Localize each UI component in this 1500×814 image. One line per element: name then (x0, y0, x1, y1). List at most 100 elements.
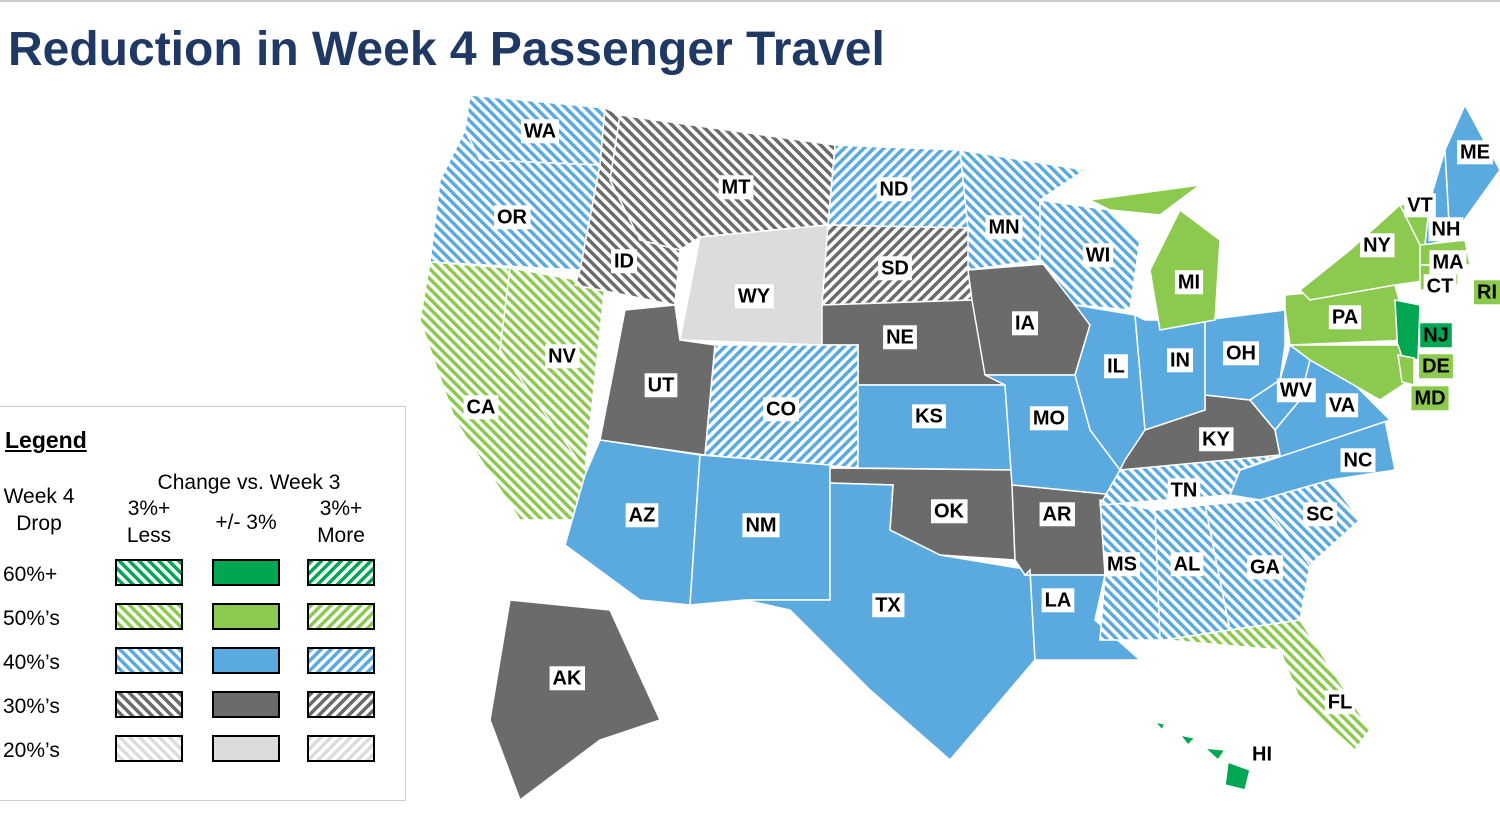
label-box (931, 499, 968, 524)
label-box (625, 503, 659, 528)
state-shape (1287, 344, 1411, 401)
legend-swatch (307, 559, 375, 586)
state-shape (1011, 484, 1116, 576)
state-label: DE (1422, 355, 1450, 377)
legend-swatch (212, 735, 280, 762)
state-label: ND (880, 178, 909, 200)
legend-swatch (115, 735, 183, 762)
state-label: SC (1306, 503, 1334, 525)
state-label: MO (1033, 407, 1065, 429)
state-label: ID (614, 250, 634, 272)
label-box (1174, 270, 1204, 295)
state-shape (1397, 354, 1415, 386)
legend-swatch (212, 603, 280, 630)
state-label: WI (1086, 244, 1110, 266)
label-box (1104, 354, 1128, 379)
state-label: IN (1170, 349, 1190, 371)
label-box (1423, 274, 1457, 299)
label-box (1419, 354, 1453, 379)
state-shape (744, 482, 1036, 762)
state-label: MA (1432, 251, 1463, 273)
label-box (644, 373, 678, 398)
row-label: 40%’s (3, 651, 60, 674)
legend-swatch (307, 647, 375, 674)
state-label: CO (766, 398, 796, 420)
label-box (1104, 552, 1140, 577)
label-box (763, 397, 799, 422)
state-label: MD (1414, 387, 1445, 409)
state-label: IL (1107, 355, 1125, 377)
label-box (718, 175, 754, 200)
legend-swatch (307, 691, 375, 718)
column-label: +/- 3% (215, 511, 277, 534)
label-box (545, 344, 580, 369)
label-box (1012, 311, 1038, 336)
label-box (872, 593, 905, 618)
legend-swatch (115, 691, 183, 718)
state-shape (1224, 760, 1251, 791)
label-box (1328, 305, 1362, 330)
label-box (1429, 250, 1467, 275)
row-label: 30%’s (3, 695, 60, 718)
state-label: VT (1407, 194, 1433, 216)
label-box (912, 404, 946, 429)
label-box (1029, 406, 1069, 431)
state-shape (1152, 720, 1167, 732)
label-box (1199, 427, 1234, 452)
state-label: ME (1460, 141, 1490, 163)
column-label: 3%+ Less (126, 497, 172, 547)
label-box (1041, 588, 1075, 613)
state-label: MN (988, 216, 1019, 238)
label-box (878, 256, 912, 281)
state-label: CA (467, 396, 496, 418)
row-label: 20%’s (3, 739, 60, 762)
legend-swatch (115, 603, 183, 630)
label-box (611, 249, 637, 274)
state-label: NV (548, 345, 576, 367)
state-label: LA (1045, 589, 1072, 611)
state-label: HI (1252, 743, 1272, 765)
label-box (1167, 348, 1193, 373)
label-box (1249, 742, 1275, 767)
label-box (1420, 323, 1452, 348)
state-label: MT (722, 176, 751, 198)
state-label: MS (1107, 553, 1137, 575)
legend-swatch (212, 647, 280, 674)
state-label: FL (1328, 691, 1352, 713)
label-box (876, 177, 912, 202)
row-label: 50%’s (3, 607, 60, 630)
state-shape (1164, 619, 1371, 752)
state-label: MI (1178, 271, 1200, 293)
label-box (1340, 448, 1376, 473)
label-box (1325, 393, 1359, 418)
state-label: IA (1015, 312, 1035, 334)
legend-swatch (307, 735, 375, 762)
legend-swatch (212, 691, 280, 718)
legend-swatch (115, 559, 183, 586)
state-label: AZ (629, 504, 656, 526)
label-box (1223, 341, 1259, 366)
label-box (1082, 243, 1114, 268)
state-label: UT (648, 374, 675, 396)
state-label: AL (1174, 553, 1201, 575)
state-label: AK (553, 667, 582, 689)
state-label: WY (738, 285, 771, 307)
column-header: Change vs. Week 3 (157, 471, 341, 494)
state-shape (1149, 208, 1221, 331)
label-box (1039, 502, 1075, 527)
state-label: OR (497, 206, 528, 228)
legend-swatch (307, 603, 375, 630)
state-shape (1444, 103, 1500, 243)
state-label: NC (1344, 449, 1373, 471)
legend: Legend Week 4 Drop Change vs. Week 3 3%+… (0, 406, 406, 801)
state-label: SD (881, 257, 909, 279)
label-box (985, 215, 1023, 240)
state-label: PA (1332, 306, 1358, 328)
state-label: NY (1363, 234, 1391, 256)
label-box (734, 284, 774, 309)
state-label: NM (745, 514, 776, 536)
state-label: TN (1171, 479, 1198, 501)
legend-title: Legend (5, 427, 87, 453)
label-box (742, 513, 780, 538)
